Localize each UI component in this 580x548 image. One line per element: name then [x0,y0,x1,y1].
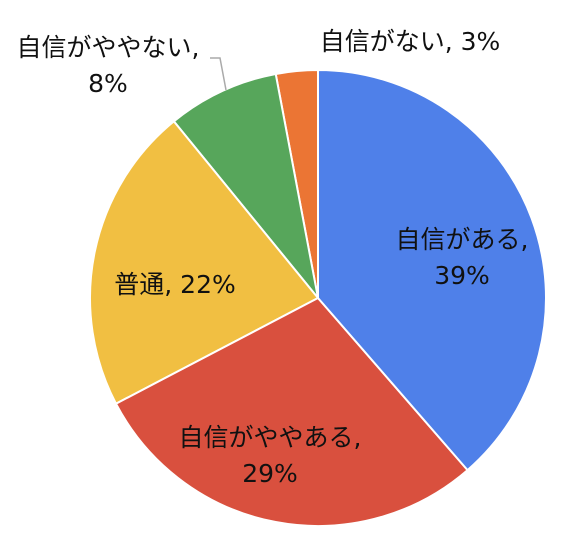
slice-label: 自信がややない, 8% [16,33,200,98]
slice-label: 自信がある, 39% [395,225,529,290]
slice-label: 普通, 22% [114,270,236,299]
pie-slice [114,296,469,527]
slice-label: 自信がない, 3% [319,27,501,56]
pie-slice [317,68,547,472]
leader-line [210,57,227,91]
slice-label: 自信がややある, 29% [178,423,362,488]
pie-slice [172,72,319,299]
pie-slice [89,119,320,406]
